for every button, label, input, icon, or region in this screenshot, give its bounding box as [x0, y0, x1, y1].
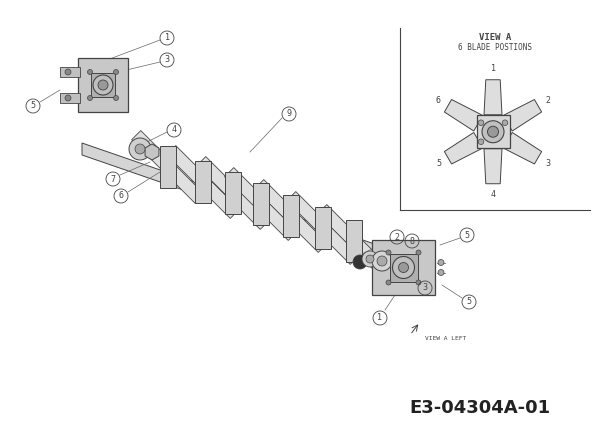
Polygon shape [225, 172, 241, 214]
Polygon shape [286, 212, 328, 252]
Circle shape [377, 256, 387, 266]
Circle shape [398, 262, 409, 273]
Circle shape [502, 120, 508, 126]
Circle shape [135, 144, 145, 154]
Text: 6: 6 [436, 96, 441, 105]
Polygon shape [283, 195, 299, 237]
Text: 3: 3 [422, 284, 427, 293]
Polygon shape [78, 58, 128, 112]
Circle shape [416, 280, 421, 285]
Circle shape [93, 75, 113, 95]
Polygon shape [317, 205, 359, 245]
Circle shape [372, 251, 392, 271]
Circle shape [362, 251, 378, 267]
Polygon shape [199, 177, 239, 218]
Bar [389, 254, 418, 282]
Polygon shape [131, 131, 173, 172]
Polygon shape [287, 192, 328, 233]
Text: 3: 3 [164, 56, 170, 64]
Circle shape [416, 250, 421, 255]
Polygon shape [253, 183, 269, 225]
Polygon shape [229, 188, 269, 229]
Polygon shape [256, 199, 298, 240]
Polygon shape [167, 145, 208, 187]
Circle shape [88, 70, 92, 75]
Circle shape [113, 70, 119, 75]
Polygon shape [254, 180, 296, 220]
Text: E3-04304A-01: E3-04304A-01 [409, 399, 551, 417]
Text: 5: 5 [464, 231, 470, 240]
Circle shape [438, 270, 444, 276]
Polygon shape [503, 132, 542, 164]
Text: VIEW A: VIEW A [479, 33, 511, 42]
Circle shape [478, 120, 484, 126]
Text: 5: 5 [467, 298, 472, 307]
Text: 8: 8 [409, 237, 415, 245]
Circle shape [482, 121, 504, 143]
Circle shape [366, 255, 374, 263]
Polygon shape [445, 132, 483, 164]
Polygon shape [315, 207, 331, 249]
Text: 5: 5 [31, 101, 35, 111]
Bar [91, 73, 115, 97]
Text: 6: 6 [119, 192, 124, 201]
Polygon shape [319, 223, 359, 265]
Polygon shape [82, 143, 415, 270]
Text: 6 BLADE POSTIONS: 6 BLADE POSTIONS [458, 44, 532, 53]
Text: 5: 5 [436, 159, 441, 168]
Polygon shape [60, 93, 80, 103]
Polygon shape [195, 161, 211, 203]
Polygon shape [60, 67, 80, 77]
Text: 1: 1 [491, 64, 496, 73]
Polygon shape [484, 80, 502, 115]
Polygon shape [503, 100, 542, 131]
Bar [476, 115, 509, 148]
Text: 9: 9 [287, 109, 292, 118]
Text: 1: 1 [164, 33, 170, 42]
Text: 4: 4 [491, 190, 496, 199]
Polygon shape [197, 156, 238, 198]
Circle shape [113, 95, 119, 100]
Circle shape [88, 95, 92, 100]
Text: 2: 2 [395, 232, 400, 242]
Polygon shape [145, 144, 159, 160]
Text: 1: 1 [377, 313, 383, 323]
Polygon shape [346, 220, 362, 262]
Polygon shape [163, 162, 205, 204]
Circle shape [386, 280, 391, 285]
Circle shape [392, 257, 415, 279]
Polygon shape [224, 167, 266, 209]
Polygon shape [445, 100, 483, 131]
Text: 4: 4 [172, 126, 176, 134]
Polygon shape [349, 237, 391, 277]
Polygon shape [484, 149, 502, 184]
Text: 3: 3 [545, 159, 550, 168]
Polygon shape [372, 240, 435, 295]
Text: VIEW A LEFT: VIEW A LEFT [425, 335, 466, 340]
Text: 2: 2 [545, 96, 550, 105]
Circle shape [478, 139, 484, 145]
Text: 7: 7 [110, 175, 115, 184]
Circle shape [65, 69, 71, 75]
Circle shape [487, 126, 499, 137]
Circle shape [129, 138, 151, 160]
Circle shape [438, 259, 444, 265]
Circle shape [353, 255, 367, 269]
Circle shape [65, 95, 71, 101]
Circle shape [98, 80, 108, 90]
Circle shape [386, 250, 391, 255]
Polygon shape [160, 146, 176, 188]
